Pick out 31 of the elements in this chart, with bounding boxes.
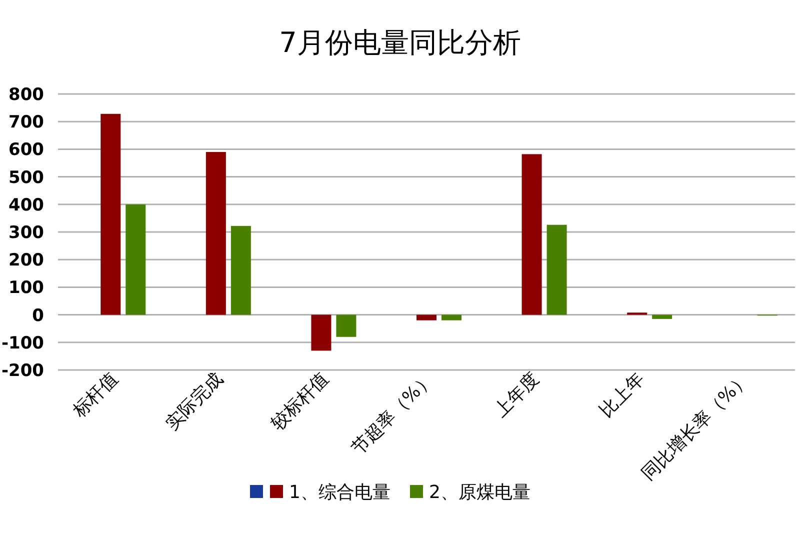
y-tick-label: 600 <box>8 140 44 160</box>
bar <box>442 314 462 320</box>
y-tick-label: 700 <box>8 112 44 133</box>
bar <box>652 314 672 319</box>
x-tick-label: 标杆值 <box>68 368 122 422</box>
bar <box>416 314 436 320</box>
legend-label: 2、原煤电量 <box>429 482 530 503</box>
y-tick-label: -200 <box>1 361 44 381</box>
x-tick-label: 较标杆值 <box>266 368 333 434</box>
y-tick-label: 800 <box>8 85 44 105</box>
x-tick-label: 实际完成 <box>162 368 228 434</box>
chart-title: 7月份电量同比分析 <box>279 26 521 59</box>
bar <box>100 114 121 315</box>
y-tick-label: 300 <box>8 223 44 243</box>
bar <box>546 224 567 315</box>
bar <box>206 152 226 315</box>
x-tick-label: 上年度 <box>490 368 544 422</box>
bar <box>336 314 356 337</box>
bar <box>522 154 542 315</box>
y-tick-label: 100 <box>8 278 44 298</box>
x-tick-label: 比上年 <box>596 368 649 422</box>
y-tick-label: -100 <box>1 333 44 354</box>
y-tick-label: 200 <box>8 250 44 271</box>
legend-label: 1、综合电量 <box>289 482 390 503</box>
x-tick-label: 节超率（%） <box>347 368 438 460</box>
y-tick-label: 0 <box>32 306 44 326</box>
y-tick-label: 400 <box>8 195 44 216</box>
y-tick-label: 500 <box>8 168 44 188</box>
bar <box>126 204 146 315</box>
bar <box>230 226 251 315</box>
bar <box>311 314 332 351</box>
